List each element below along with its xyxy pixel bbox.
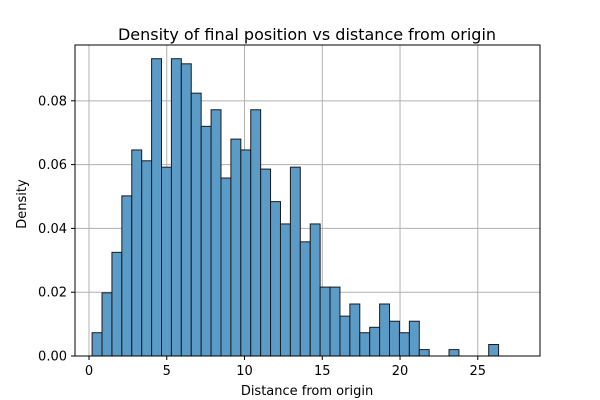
histogram-bar [151,58,163,357]
histogram-bar [379,303,391,357]
x-axis-label: Distance from origin [241,384,373,399]
histogram-bar [299,241,311,357]
x-axis-ticks: 0 5 10 15 20 25 [85,356,486,379]
histogram-bar [359,332,371,357]
x-tick-label: 10 [236,364,253,379]
histogram-bar [260,168,272,357]
histogram-bar [329,286,341,357]
histogram-bar [408,320,420,357]
histogram-bar [349,303,361,357]
histogram-bar [190,92,202,357]
histogram-bar [210,109,222,357]
axes [74,44,541,357]
histogram-bar [488,344,500,357]
histogram-bar [270,201,281,357]
bar-series [91,58,500,357]
histogram-bar [398,332,410,357]
histogram-bar [230,138,242,357]
x-tick-label: 5 [163,364,171,379]
histogram-bar [91,332,103,357]
histogram-bar [220,177,232,357]
histogram-bar [339,315,351,357]
y-tick-label: 0.04 [38,222,67,237]
y-tick-label: 0.06 [38,158,67,173]
y-axis-label: Density [15,179,30,229]
histogram-bar [279,223,291,357]
histogram-bar [309,223,321,357]
x-tick-label: 20 [392,364,409,379]
y-tick-label: 0.08 [38,94,67,109]
histogram-bar [289,166,301,357]
histogram-bar [161,166,172,357]
histogram-bar [180,63,192,357]
histogram-bar [141,160,153,357]
histogram-bar [111,251,123,357]
histogram-bar [369,326,381,357]
histogram-bar [240,149,252,357]
histogram-bar [319,286,331,357]
plot-frame [74,44,541,357]
chart-title: Density of final position vs distance fr… [118,25,496,44]
x-tick-label: 15 [314,364,331,379]
histogram-bar [418,349,430,357]
x-tick-label: 0 [85,364,93,379]
y-tick-label: 0.00 [38,350,67,365]
histogram-bar [101,292,113,357]
y-axis-ticks: 0.00 0.02 0.04 0.06 0.08 [38,94,75,365]
histogram-bar [121,195,133,357]
x-tick-label: 25 [470,364,487,379]
histogram-bar [448,349,460,357]
y-tick-label: 0.02 [38,286,67,301]
histogram-bar [389,320,400,357]
histogram-bar [200,125,212,357]
histogram-bar [170,58,182,357]
histogram-bar [131,149,143,357]
histogram-bar [250,109,262,357]
